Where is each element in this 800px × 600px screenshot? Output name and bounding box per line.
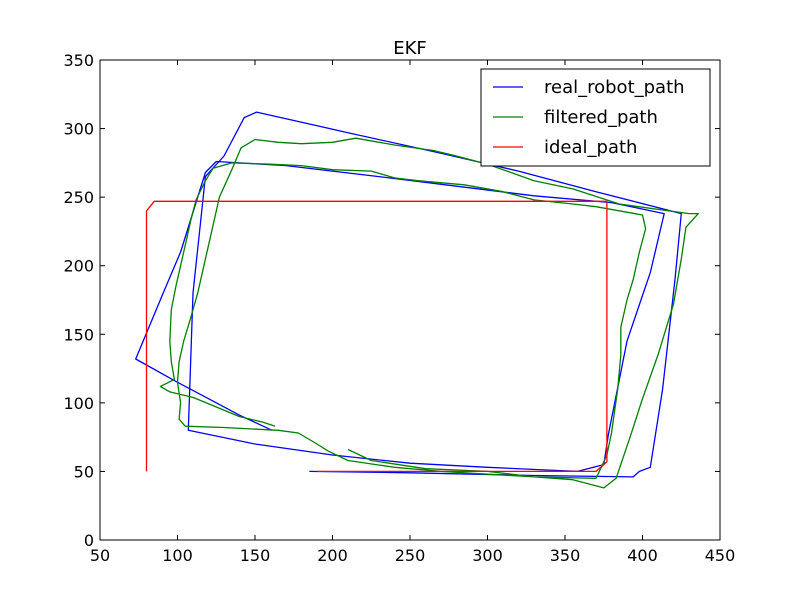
legend: real_robot_path filtered_path ideal_path [480,68,711,167]
x-tick-label: 200 [317,546,348,565]
x-tick-label: 450 [705,546,736,565]
y-tick-label: 200 [63,257,94,276]
legend-label-ideal-path: ideal_path [544,137,637,158]
y-tick-label: 300 [63,120,94,139]
series-line-ideal-path [145,200,608,473]
y-tick-label: 250 [63,188,94,207]
legend-label-filtered-path: filtered_path [544,107,658,128]
chart-title: EKF [393,38,427,59]
y-axis: 0 50 100 150 200 250 300 350 [63,51,720,550]
y-tick-label: 100 [63,394,94,413]
x-tick-label: 150 [240,546,271,565]
x-tick-label: 300 [472,546,503,565]
y-tick-label: 350 [63,51,94,70]
x-tick-label: 50 [90,546,110,565]
x-tick-label: 350 [550,546,581,565]
series-line-real-robot-path [135,111,682,478]
x-tick-label: 100 [162,546,193,565]
legend-label-real-robot-path: real_robot_path [544,77,685,98]
y-tick-label: 0 [84,531,94,550]
x-axis: 50 100 150 200 250 300 350 400 450 [90,60,735,565]
x-tick-label: 250 [395,546,426,565]
y-tick-label: 150 [63,325,94,344]
x-tick-label: 400 [627,546,658,565]
series-line-filtered-path [159,137,699,489]
series-lines [135,111,699,489]
y-tick-label: 50 [74,462,94,481]
